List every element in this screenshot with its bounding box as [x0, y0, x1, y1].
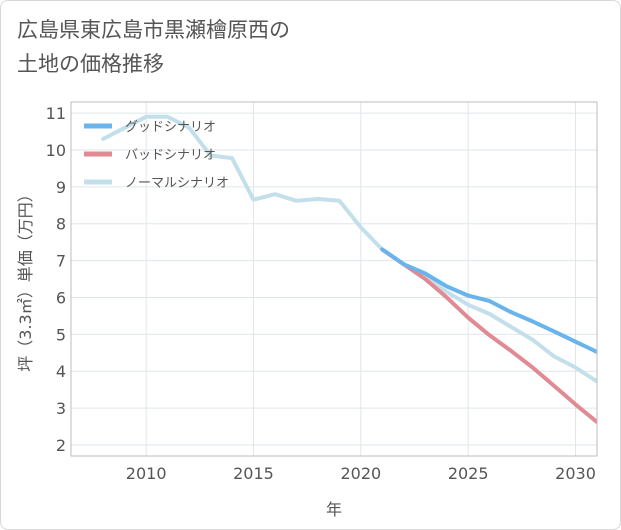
x-axis-label: 年 [326, 500, 342, 519]
y-tick-label: 7 [56, 252, 66, 271]
series-line [380, 247, 597, 425]
legend-label: バッドシナリオ [125, 148, 216, 163]
chart-title: 広島県東広島市黒瀬檜原西の 土地の価格推移 [17, 13, 417, 81]
chart-title-line-2: 土地の価格推移 [17, 52, 164, 76]
series-layer [101, 114, 597, 425]
y-tick-labels: 2 3 4 5 6 7 8 9 10 11 [46, 104, 66, 455]
series-line [101, 114, 597, 384]
y-tick-label: 3 [56, 399, 66, 418]
chart-title-line-1: 広島県東広島市黒瀬檜原西の [17, 18, 290, 42]
y-tick-label: 4 [56, 362, 66, 381]
x-tick-label: 2010 [126, 464, 167, 483]
y-tick-label: 9 [56, 178, 66, 197]
legend-label: グッドシナリオ [125, 120, 216, 135]
y-axis-label: 坪（3.3㎡）単価（万円） [16, 186, 35, 371]
plot-frame [70, 101, 598, 457]
x-tick-label: 2020 [340, 464, 381, 483]
y-tick-label: 2 [56, 436, 66, 455]
y-tick-label: 8 [56, 215, 66, 234]
legend-label: ノーマルシナリオ [125, 176, 229, 191]
series-line [380, 247, 597, 354]
x-tick-label: 2015 [233, 464, 274, 483]
y-tick-label: 11 [46, 104, 66, 123]
grid [71, 102, 597, 456]
y-tick-label: 6 [56, 288, 66, 307]
y-tick-label: 5 [56, 325, 66, 344]
y-tick-label: 10 [46, 141, 66, 160]
x-tick-label: 2025 [448, 464, 489, 483]
x-tick-labels: 2010 2015 2020 2025 2030 [126, 464, 596, 483]
x-tick-label: 2030 [555, 464, 596, 483]
